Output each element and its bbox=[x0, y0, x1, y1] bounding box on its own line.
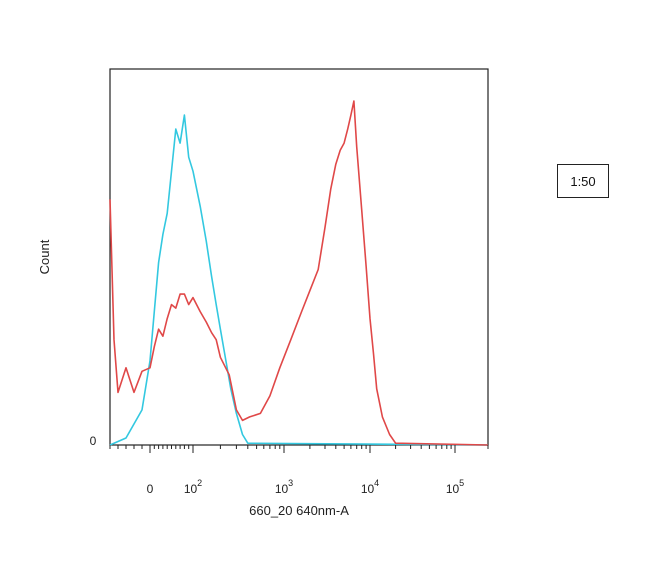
legend-label: 1:50 bbox=[570, 173, 596, 189]
plot-frame bbox=[109, 68, 489, 446]
x-axis-tick-labels: 0 102 103 104 105 bbox=[147, 478, 465, 496]
x-axis-ticks bbox=[109, 445, 489, 453]
series-line-0 bbox=[109, 114, 489, 446]
y-axis-label: Count bbox=[37, 239, 52, 274]
x-tick-label: 104 bbox=[361, 478, 379, 496]
y-zero-label: 0 bbox=[90, 434, 97, 448]
legend-box: 1:50 bbox=[557, 164, 609, 198]
series-layer bbox=[109, 100, 489, 446]
x-tick-label: 0 bbox=[147, 482, 154, 496]
series-line-1 bbox=[109, 100, 489, 446]
x-tick-label: 102 bbox=[184, 478, 202, 496]
x-tick-label: 103 bbox=[275, 478, 293, 496]
x-tick-label: 105 bbox=[446, 478, 464, 496]
x-axis-label: 660_20 640nm-A bbox=[249, 503, 349, 518]
